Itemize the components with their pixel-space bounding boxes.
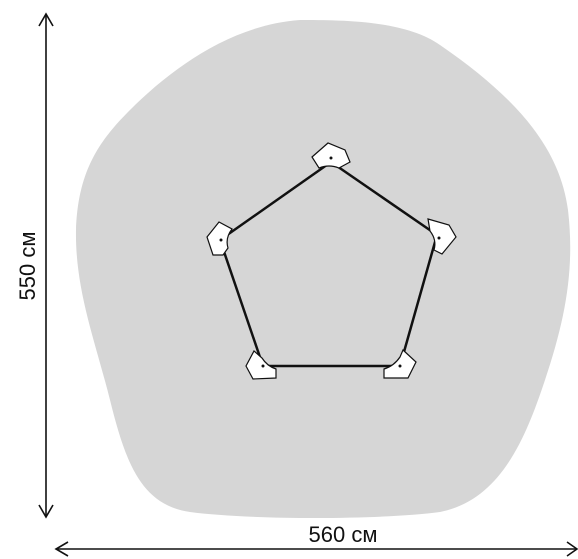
post-base-left bbox=[206, 221, 233, 256]
pentagon-frame bbox=[218, 160, 439, 368]
post-base-bottom-right bbox=[383, 348, 417, 379]
height-arrowhead-bottom bbox=[38, 504, 54, 519]
height-dimension bbox=[38, 12, 54, 519]
width-arrowhead-left bbox=[54, 541, 69, 557]
post-base-bottom-left bbox=[245, 350, 277, 380]
frame-beam bbox=[398, 234, 439, 367]
post-base-right bbox=[427, 218, 457, 255]
width-arrowhead-right bbox=[566, 541, 578, 557]
height-label: 550 см bbox=[15, 232, 40, 301]
width-label: 560 см bbox=[309, 522, 378, 547]
frame-beam bbox=[330, 160, 438, 237]
post-base-top bbox=[311, 142, 351, 169]
frame-beam bbox=[218, 239, 265, 367]
post-bases bbox=[206, 142, 457, 380]
safety-zone-area bbox=[75, 20, 571, 518]
width-dimension bbox=[54, 541, 578, 557]
height-arrowhead-top bbox=[38, 12, 54, 27]
frame-beam bbox=[219, 160, 332, 242]
